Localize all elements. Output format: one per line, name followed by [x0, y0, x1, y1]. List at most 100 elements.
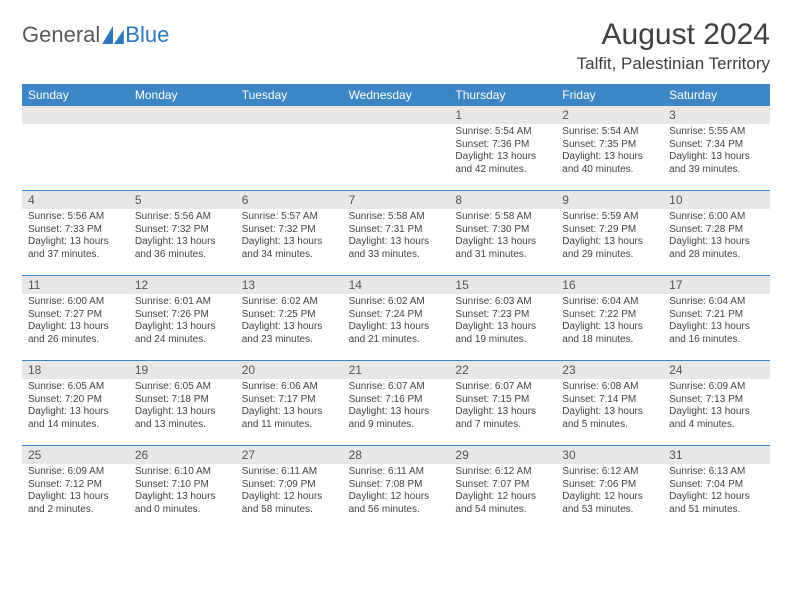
sunrise-text: Sunrise: 6:05 AM	[28, 381, 123, 394]
sunset-text: Sunset: 7:36 PM	[455, 139, 550, 152]
day-details: Sunrise: 6:01 AMSunset: 7:26 PMDaylight:…	[129, 294, 236, 350]
day-details: Sunrise: 5:55 AMSunset: 7:34 PMDaylight:…	[663, 124, 770, 180]
sunrise-text: Sunrise: 6:07 AM	[349, 381, 444, 394]
day-details: Sunrise: 5:54 AMSunset: 7:36 PMDaylight:…	[449, 124, 556, 180]
day-details: Sunrise: 6:07 AMSunset: 7:15 PMDaylight:…	[449, 379, 556, 435]
day-cell	[22, 106, 129, 190]
day-number: 28	[343, 446, 450, 464]
sunrise-text: Sunrise: 5:54 AM	[455, 126, 550, 139]
day-details: Sunrise: 5:58 AMSunset: 7:30 PMDaylight:…	[449, 209, 556, 265]
day-details: Sunrise: 6:04 AMSunset: 7:22 PMDaylight:…	[556, 294, 663, 350]
day-number: 6	[236, 191, 343, 209]
daylight-text: Daylight: 13 hours and 34 minutes.	[242, 236, 337, 261]
day-details: Sunrise: 6:00 AMSunset: 7:27 PMDaylight:…	[22, 294, 129, 350]
day-details: Sunrise: 5:54 AMSunset: 7:35 PMDaylight:…	[556, 124, 663, 180]
day-number	[236, 106, 343, 124]
day-cell: 31Sunrise: 6:13 AMSunset: 7:04 PMDayligh…	[663, 446, 770, 530]
day-cell: 18Sunrise: 6:05 AMSunset: 7:20 PMDayligh…	[22, 361, 129, 445]
sunset-text: Sunset: 7:26 PM	[135, 309, 230, 322]
day-details: Sunrise: 6:02 AMSunset: 7:24 PMDaylight:…	[343, 294, 450, 350]
day-number: 22	[449, 361, 556, 379]
day-cell: 4Sunrise: 5:56 AMSunset: 7:33 PMDaylight…	[22, 191, 129, 275]
sunset-text: Sunset: 7:29 PM	[562, 224, 657, 237]
month-title: August 2024	[577, 18, 770, 52]
day-details: Sunrise: 6:05 AMSunset: 7:18 PMDaylight:…	[129, 379, 236, 435]
sunset-text: Sunset: 7:14 PM	[562, 394, 657, 407]
day-number: 26	[129, 446, 236, 464]
day-number: 2	[556, 106, 663, 124]
daylight-text: Daylight: 13 hours and 36 minutes.	[135, 236, 230, 261]
sunrise-text: Sunrise: 6:10 AM	[135, 466, 230, 479]
sunrise-text: Sunrise: 6:12 AM	[562, 466, 657, 479]
day-cell: 3Sunrise: 5:55 AMSunset: 7:34 PMDaylight…	[663, 106, 770, 190]
sunrise-text: Sunrise: 6:11 AM	[349, 466, 444, 479]
sunrise-text: Sunrise: 5:58 AM	[455, 211, 550, 224]
sunset-text: Sunset: 7:33 PM	[28, 224, 123, 237]
sunset-text: Sunset: 7:24 PM	[349, 309, 444, 322]
week-row: 25Sunrise: 6:09 AMSunset: 7:12 PMDayligh…	[22, 446, 770, 530]
sunrise-text: Sunrise: 6:07 AM	[455, 381, 550, 394]
day-cell: 5Sunrise: 5:56 AMSunset: 7:32 PMDaylight…	[129, 191, 236, 275]
sunset-text: Sunset: 7:34 PM	[669, 139, 764, 152]
sunrise-text: Sunrise: 6:02 AM	[349, 296, 444, 309]
day-number: 8	[449, 191, 556, 209]
sunrise-text: Sunrise: 6:11 AM	[242, 466, 337, 479]
day-cell: 10Sunrise: 6:00 AMSunset: 7:28 PMDayligh…	[663, 191, 770, 275]
day-cell	[343, 106, 450, 190]
day-cell: 1Sunrise: 5:54 AMSunset: 7:36 PMDaylight…	[449, 106, 556, 190]
logo-text-2: Blue	[125, 22, 169, 48]
day-cell: 27Sunrise: 6:11 AMSunset: 7:09 PMDayligh…	[236, 446, 343, 530]
week-row: 11Sunrise: 6:00 AMSunset: 7:27 PMDayligh…	[22, 276, 770, 361]
sunset-text: Sunset: 7:32 PM	[135, 224, 230, 237]
day-header-cell: Tuesday	[236, 84, 343, 106]
daylight-text: Daylight: 12 hours and 54 minutes.	[455, 491, 550, 516]
daylight-text: Daylight: 13 hours and 42 minutes.	[455, 151, 550, 176]
sunset-text: Sunset: 7:16 PM	[349, 394, 444, 407]
sunset-text: Sunset: 7:12 PM	[28, 479, 123, 492]
daylight-text: Daylight: 13 hours and 24 minutes.	[135, 321, 230, 346]
sunset-text: Sunset: 7:27 PM	[28, 309, 123, 322]
sunrise-text: Sunrise: 6:04 AM	[669, 296, 764, 309]
sunset-text: Sunset: 7:25 PM	[242, 309, 337, 322]
sunrise-text: Sunrise: 6:02 AM	[242, 296, 337, 309]
day-details: Sunrise: 6:02 AMSunset: 7:25 PMDaylight:…	[236, 294, 343, 350]
day-number: 10	[663, 191, 770, 209]
day-number: 20	[236, 361, 343, 379]
daylight-text: Daylight: 13 hours and 2 minutes.	[28, 491, 123, 516]
daylight-text: Daylight: 13 hours and 19 minutes.	[455, 321, 550, 346]
day-cell: 8Sunrise: 5:58 AMSunset: 7:30 PMDaylight…	[449, 191, 556, 275]
day-number: 18	[22, 361, 129, 379]
daylight-text: Daylight: 13 hours and 31 minutes.	[455, 236, 550, 261]
daylight-text: Daylight: 13 hours and 37 minutes.	[28, 236, 123, 261]
day-details	[129, 124, 236, 130]
day-details: Sunrise: 6:10 AMSunset: 7:10 PMDaylight:…	[129, 464, 236, 520]
week-row: 1Sunrise: 5:54 AMSunset: 7:36 PMDaylight…	[22, 106, 770, 191]
sunset-text: Sunset: 7:07 PM	[455, 479, 550, 492]
day-details: Sunrise: 6:06 AMSunset: 7:17 PMDaylight:…	[236, 379, 343, 435]
day-cell: 25Sunrise: 6:09 AMSunset: 7:12 PMDayligh…	[22, 446, 129, 530]
day-number: 5	[129, 191, 236, 209]
sunset-text: Sunset: 7:13 PM	[669, 394, 764, 407]
day-cell: 2Sunrise: 5:54 AMSunset: 7:35 PMDaylight…	[556, 106, 663, 190]
sunset-text: Sunset: 7:09 PM	[242, 479, 337, 492]
day-header-cell: Friday	[556, 84, 663, 106]
week-row: 4Sunrise: 5:56 AMSunset: 7:33 PMDaylight…	[22, 191, 770, 276]
day-cell: 21Sunrise: 6:07 AMSunset: 7:16 PMDayligh…	[343, 361, 450, 445]
location-subtitle: Talfit, Palestinian Territory	[577, 54, 770, 74]
daylight-text: Daylight: 13 hours and 5 minutes.	[562, 406, 657, 431]
sunset-text: Sunset: 7:23 PM	[455, 309, 550, 322]
day-cell: 22Sunrise: 6:07 AMSunset: 7:15 PMDayligh…	[449, 361, 556, 445]
day-cell: 7Sunrise: 5:58 AMSunset: 7:31 PMDaylight…	[343, 191, 450, 275]
day-cell	[236, 106, 343, 190]
day-header-cell: Thursday	[449, 84, 556, 106]
day-number: 23	[556, 361, 663, 379]
day-details: Sunrise: 6:09 AMSunset: 7:13 PMDaylight:…	[663, 379, 770, 435]
sunset-text: Sunset: 7:30 PM	[455, 224, 550, 237]
sunset-text: Sunset: 7:17 PM	[242, 394, 337, 407]
day-cell	[129, 106, 236, 190]
day-number: 21	[343, 361, 450, 379]
day-details: Sunrise: 6:04 AMSunset: 7:21 PMDaylight:…	[663, 294, 770, 350]
sunrise-text: Sunrise: 6:12 AM	[455, 466, 550, 479]
day-cell: 30Sunrise: 6:12 AMSunset: 7:06 PMDayligh…	[556, 446, 663, 530]
day-header-row: SundayMondayTuesdayWednesdayThursdayFrid…	[22, 84, 770, 106]
